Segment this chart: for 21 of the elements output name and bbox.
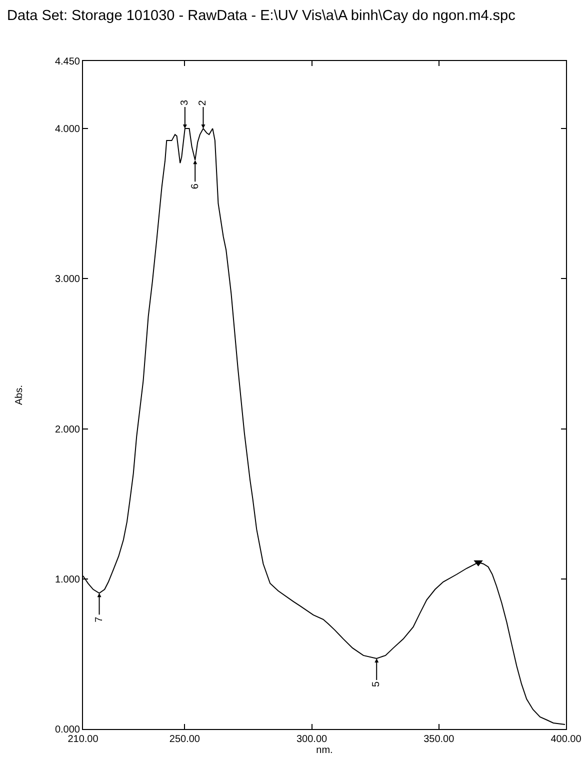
- y-tick-label: 4.000: [54, 124, 80, 136]
- annotation: 5: [371, 681, 382, 688]
- x-axis-title: nm.: [316, 745, 333, 756]
- point: [97, 593, 102, 598]
- x-tick-label: 350.00: [424, 734, 455, 745]
- y-axis-title: Abs.: [14, 384, 25, 406]
- y-tick-label: 1.000: [54, 574, 80, 586]
- y-tick-label: 4.450: [54, 56, 80, 68]
- y-tick-label: 0.000: [54, 724, 80, 736]
- y-tick-label: 3.000: [54, 274, 80, 286]
- chart-title: Data Set: Storage 101030 - RawData - E:\UV Vis\a\A binh\Cay do ngon.m4.spc: [7, 8, 516, 24]
- annotation: 2: [198, 100, 209, 106]
- annotation: 7: [94, 616, 106, 622]
- x-tick-label: 210.00: [68, 734, 99, 745]
- x-tick-label: 400.00: [550, 734, 582, 745]
- point: [374, 658, 379, 662]
- annotation: 3: [179, 99, 190, 106]
- annotation: 6: [190, 183, 202, 190]
- x-tick-label: 250.00: [169, 734, 200, 745]
- y-tick-label: 2.000: [54, 424, 80, 436]
- x-tick-label: 300.00: [296, 734, 328, 745]
